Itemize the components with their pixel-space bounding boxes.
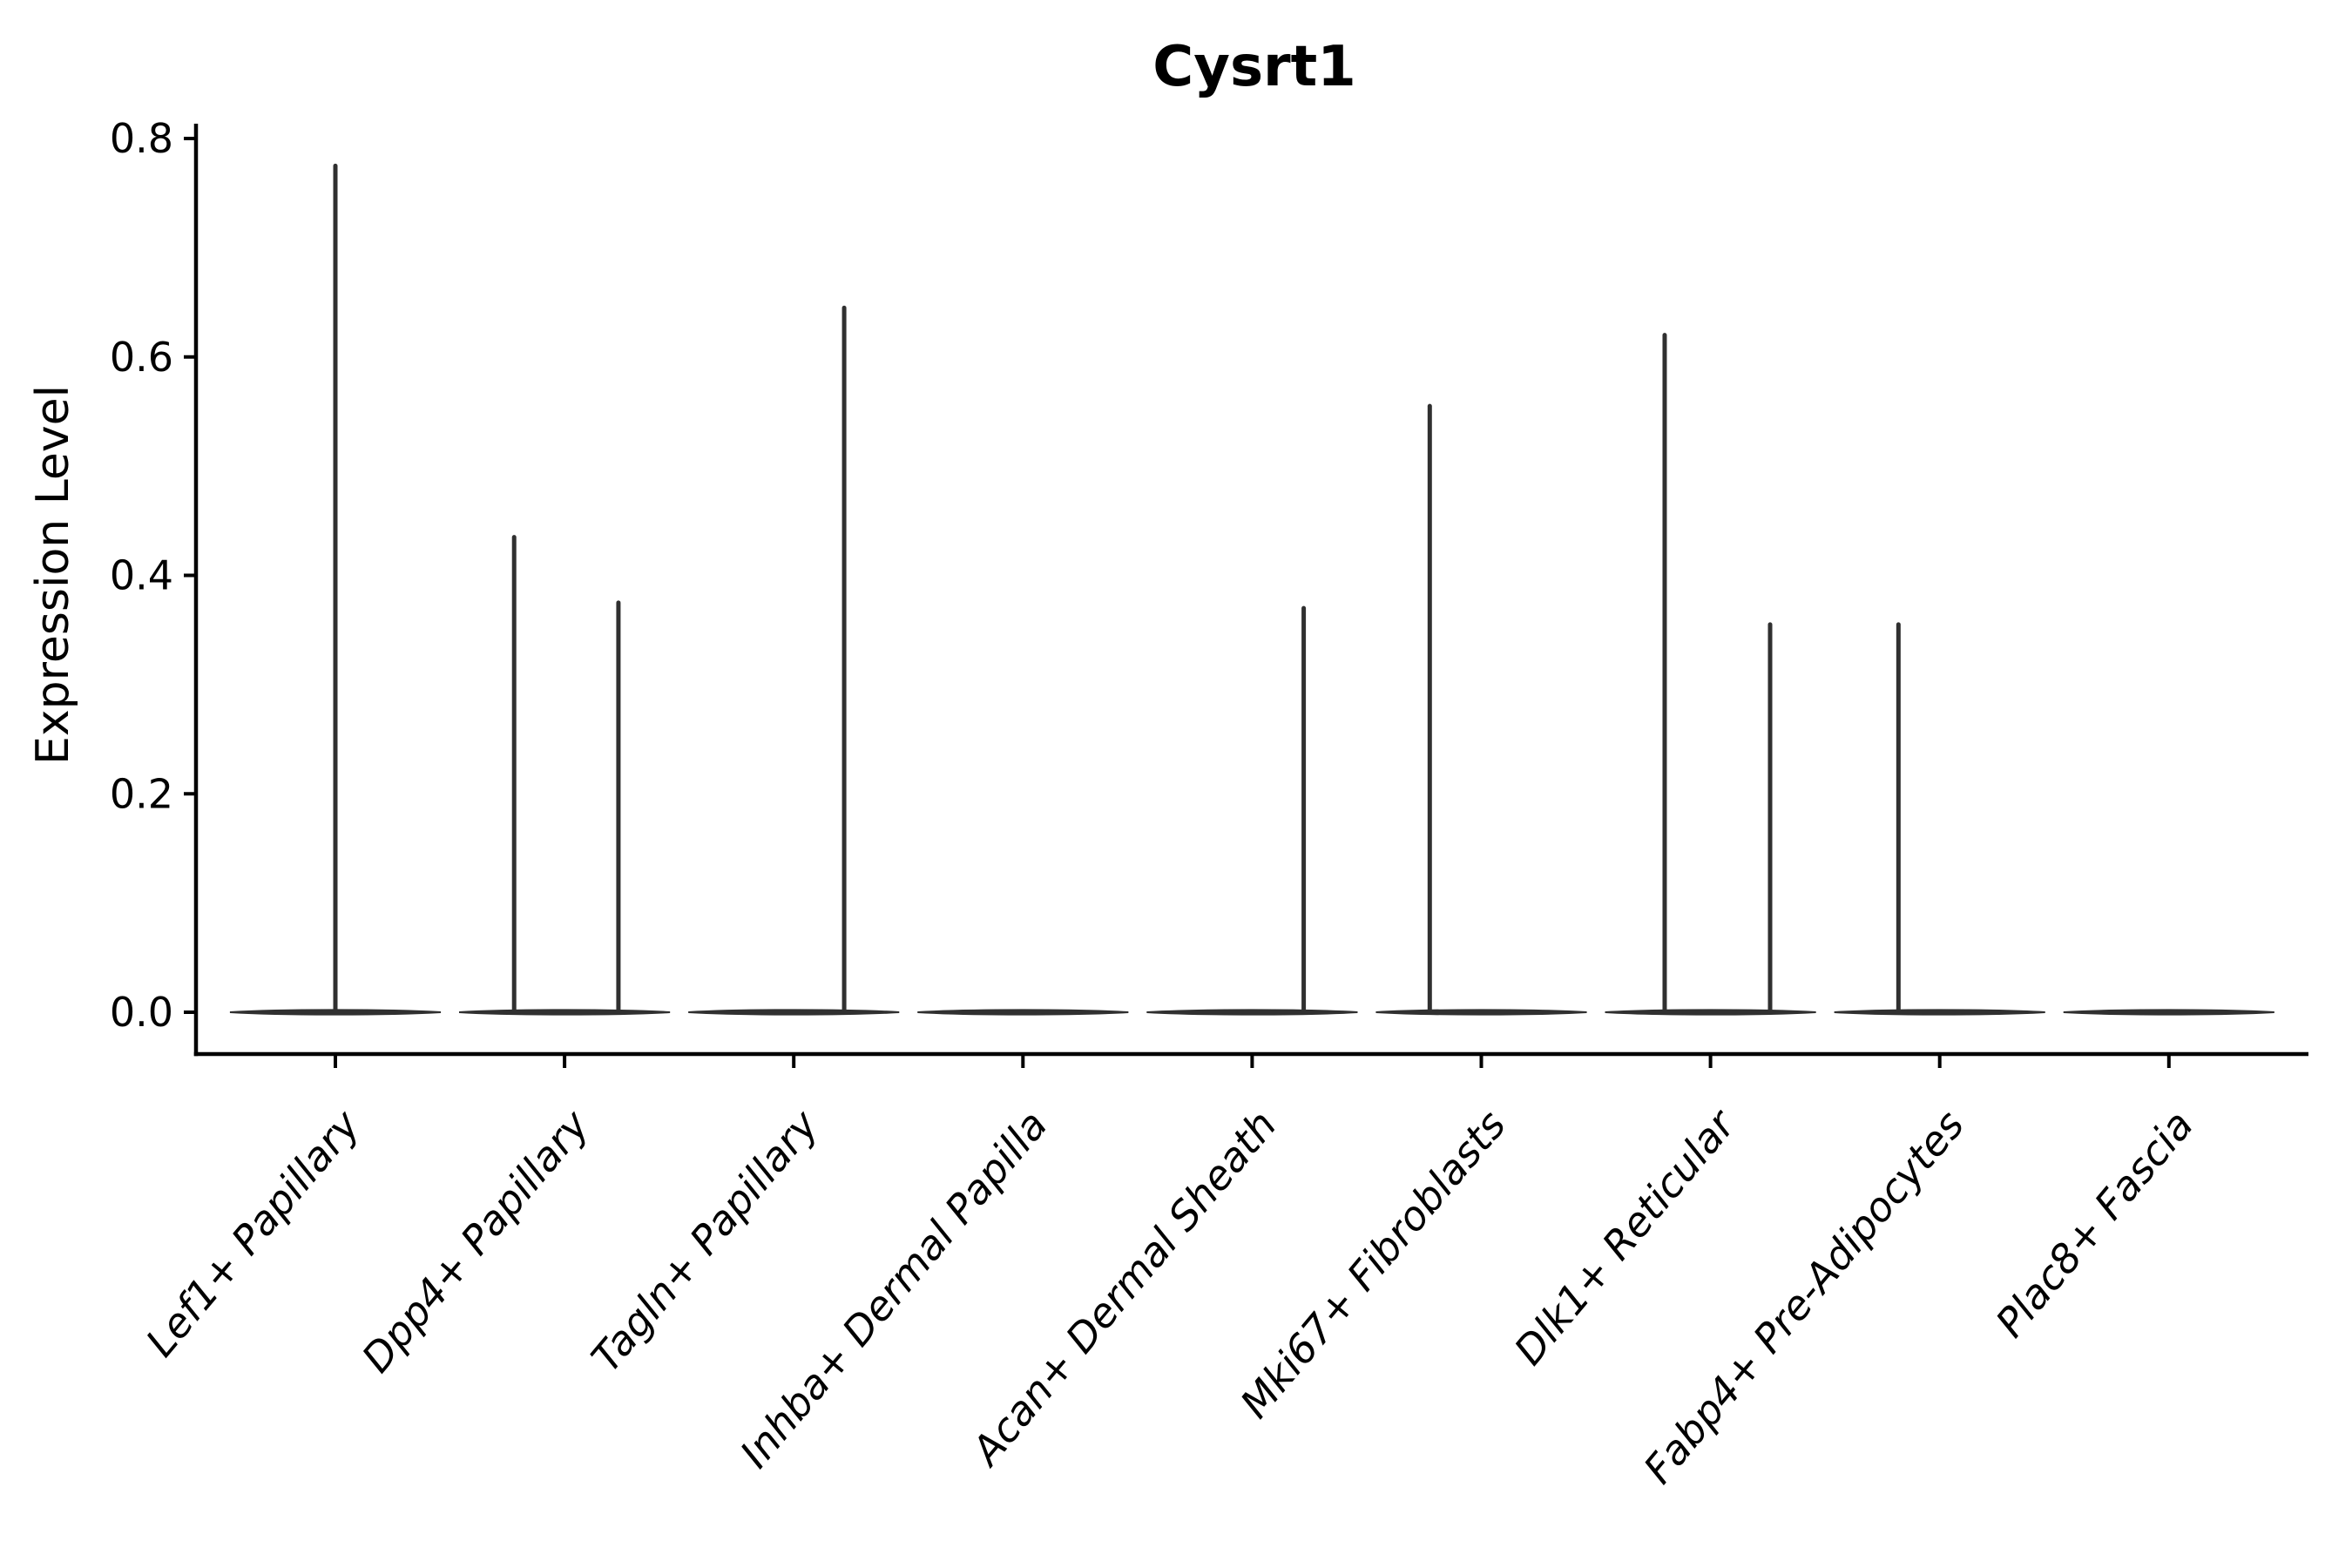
x-tick-label: Mki67+ Fibroblasts	[1231, 1101, 1515, 1427]
y-tick-label: 0.8	[110, 115, 173, 162]
violin-body	[1375, 1009, 1587, 1016]
chart-title: Cysrt1	[1152, 35, 1355, 99]
x-tick-label: Dpp4+ Papillary	[353, 1101, 598, 1382]
violin-body	[688, 1009, 900, 1016]
x-tick-label: Plac8+ Fascia	[1986, 1101, 2202, 1346]
y-axis-label: Expression Level	[27, 385, 79, 765]
x-tick-label: Lef1+ Papillary	[137, 1101, 369, 1366]
violin-body	[1834, 1009, 2045, 1016]
violin-body	[2063, 1009, 2274, 1016]
y-tick-label: 0.6	[110, 334, 173, 381]
violin-body	[459, 1009, 671, 1016]
y-tick-label: 0.4	[110, 552, 173, 599]
x-tick-label: Dlk1+ Reticular	[1505, 1099, 1746, 1374]
y-tick-label: 0.2	[110, 770, 173, 817]
x-tick-label: Tagln+ Papillary	[582, 1101, 828, 1381]
violins-layer	[229, 163, 2274, 1016]
violin-body	[1146, 1009, 1358, 1016]
y-tick-label: 0.0	[110, 989, 173, 1036]
violin-body	[1605, 1009, 1816, 1016]
violin-body	[229, 1009, 442, 1016]
violin-body	[917, 1009, 1129, 1016]
